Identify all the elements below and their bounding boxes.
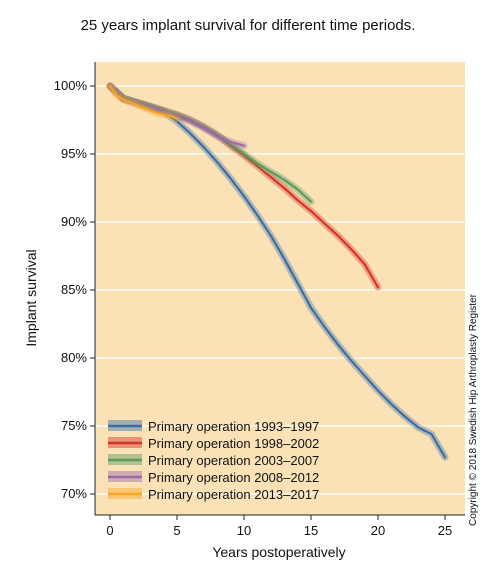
series-line-5 (108, 84, 179, 120)
x-tick-label: 20 (371, 523, 385, 538)
chart-title: 25 years implant survival for different … (81, 17, 416, 34)
y-tick-label: 75% (61, 418, 87, 433)
x-tick-label: 5 (173, 523, 180, 538)
plot-background (95, 62, 465, 515)
legend-label: Primary operation 2008–2012 (148, 470, 319, 485)
y-tick-label: 90% (61, 214, 87, 229)
series-line-3 (108, 84, 313, 203)
x-tick-label: 15 (304, 523, 318, 538)
grid (95, 85, 465, 495)
legend-label: Primary operation 1993–1997 (148, 419, 319, 434)
x-tick-label: 0 (106, 523, 113, 538)
y-tick-label: 95% (61, 146, 87, 161)
y-tick-label: 80% (61, 350, 87, 365)
legend-label: Primary operation 1998–2002 (148, 436, 319, 451)
y-tick-label: 70% (61, 486, 87, 501)
legend: Primary operation 1993–1997 Primary opera… (108, 419, 319, 502)
legend-label: Primary operation 2013–2017 (148, 487, 319, 502)
y-tick-label: 100% (54, 78, 88, 93)
x-axis-label: Years postoperatively (212, 544, 345, 560)
copyright-text: Copyright © 2018 Swedish Hip Arthroplast… (468, 293, 479, 526)
axes: 70% 75% 80% 85% 90% 95% 100% 0 5 10 15 20 25 (54, 62, 465, 538)
y-axis-label: Implant survival (23, 249, 39, 346)
x-tick-label: 25 (438, 523, 452, 538)
y-tick-label: 85% (61, 282, 87, 297)
legend-label: Primary operation 2003–2007 (148, 453, 319, 468)
series-lines (106, 82, 449, 461)
x-tick-label: 10 (237, 523, 251, 538)
